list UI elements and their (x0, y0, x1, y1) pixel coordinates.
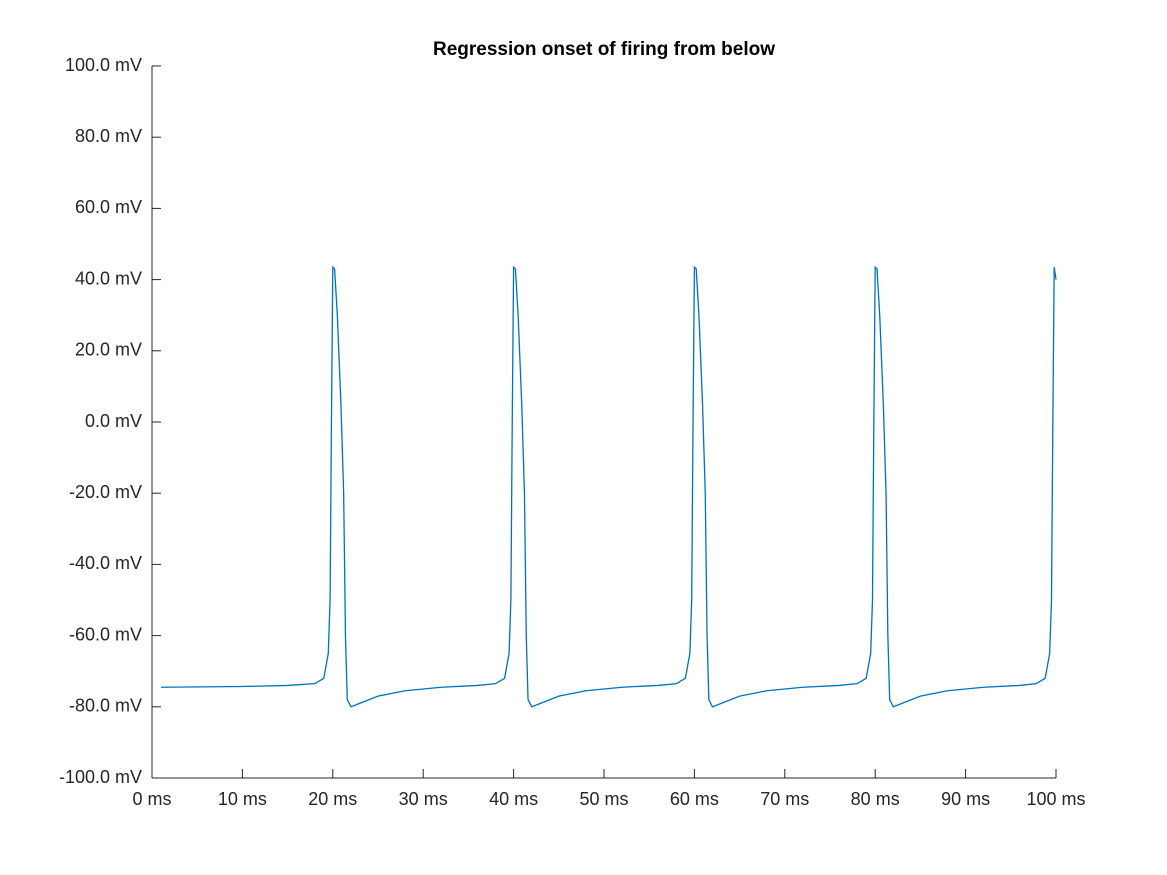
y-tick-label: -20.0 mV (69, 482, 142, 502)
x-tick-label: 90 ms (941, 789, 990, 809)
y-tick-label: 20.0 mV (75, 340, 142, 360)
x-tick-label: 70 ms (760, 789, 809, 809)
x-tick-label: 0 ms (132, 789, 171, 809)
y-tick-label: -80.0 mV (69, 696, 142, 716)
y-tick-label: -40.0 mV (69, 553, 142, 573)
x-tick-label: 40 ms (489, 789, 538, 809)
voltage-line (161, 265, 1057, 708)
y-tick-label: 100.0 mV (65, 55, 142, 75)
x-tick-label: 50 ms (579, 789, 628, 809)
y-tick-label: 40.0 mV (75, 268, 142, 288)
x-tick-label: 20 ms (308, 789, 357, 809)
x-tick-label: 10 ms (218, 789, 267, 809)
y-tick-label: 60.0 mV (75, 197, 142, 217)
x-tick-label: 100 ms (1026, 789, 1085, 809)
x-tick-label: 30 ms (399, 789, 448, 809)
y-tick-label: -60.0 mV (69, 624, 142, 644)
y-tick-label: -100.0 mV (59, 767, 142, 787)
y-tick-label: 80.0 mV (75, 126, 142, 146)
x-tick-label: 60 ms (670, 789, 719, 809)
y-tick-label: 0.0 mV (85, 411, 142, 431)
x-tick-label: 80 ms (851, 789, 900, 809)
chart-title: Regression onset of firing from below (433, 39, 775, 60)
